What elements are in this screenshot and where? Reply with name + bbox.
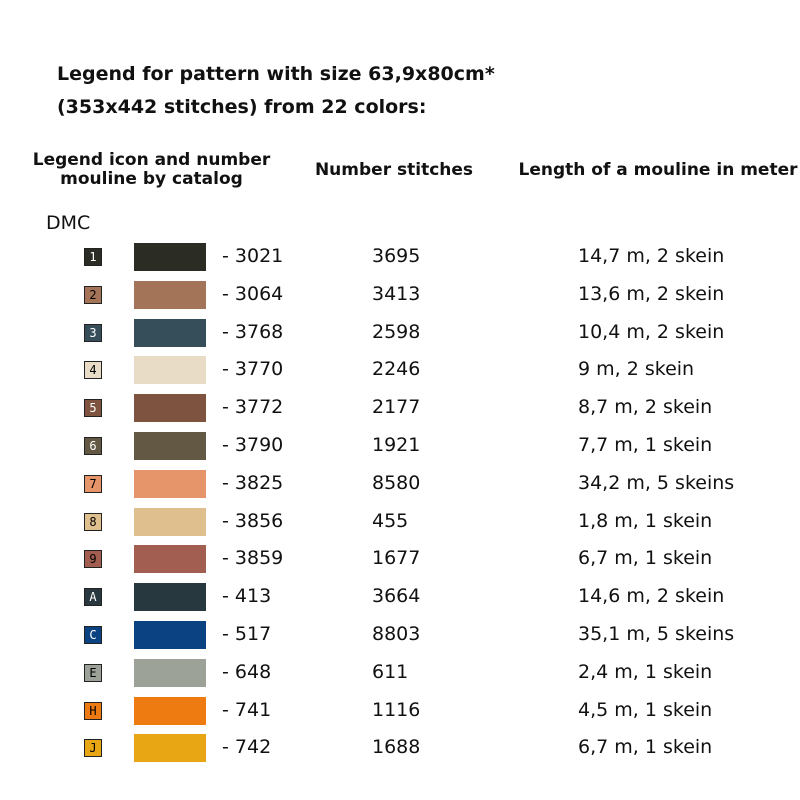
- legend-symbol-icon: 5: [84, 399, 102, 418]
- thread-length: 1,8 m, 1 skein: [578, 509, 713, 532]
- color-swatch: [134, 545, 206, 574]
- table-row: 7 - 3825 8580 34,2 m, 5 skeins: [0, 466, 800, 504]
- stitch-count: 2246: [372, 358, 421, 381]
- thread-length: 6,7 m, 1 skein: [578, 736, 713, 759]
- stitch-count: 455: [372, 509, 409, 532]
- stitch-count: 3413: [372, 282, 421, 305]
- stitch-count: 2598: [372, 320, 421, 343]
- table-row: 2 - 3064 3413 13,6 m, 2 skein: [0, 277, 800, 315]
- thread-code: - 517: [222, 622, 272, 645]
- thread-code: - 3825: [222, 471, 284, 494]
- stitch-count: 3695: [372, 245, 421, 267]
- thread-code: - 741: [222, 698, 272, 721]
- legend-symbol-icon: 3: [84, 323, 102, 342]
- table-row: A - 413 3664 14,6 m, 2 skein: [0, 579, 800, 617]
- table-row: 6 - 3790 1921 7,7 m, 1 skein: [0, 428, 800, 466]
- table-row: 9 - 3859 1677 6,7 m, 1 skein: [0, 541, 800, 579]
- color-swatch: [134, 431, 206, 460]
- thread-code: - 3856: [222, 509, 284, 532]
- thread-code: - 742: [222, 736, 272, 759]
- stitch-count: 3664: [372, 585, 421, 608]
- thread-length: 2,4 m, 1 skein: [578, 660, 713, 683]
- stitch-count: 8580: [372, 471, 421, 494]
- color-swatch: [134, 734, 206, 763]
- thread-code: - 648: [222, 660, 272, 683]
- legend-symbol-icon: A: [84, 588, 102, 607]
- legend-table: 1- 3021 3695 14,7 m, 2 skein 2- 3064 3413 13,…: [0, 239, 800, 768]
- stitch-count: 1921: [372, 433, 421, 456]
- page-subtitle: (353x442 stitches) from 22 colors:: [57, 96, 427, 118]
- color-swatch: [134, 620, 206, 649]
- legend-symbol-icon: C: [84, 625, 102, 644]
- color-swatch: [134, 696, 206, 725]
- color-swatch: [134, 583, 206, 612]
- column-header-legend-line2: mouline by catalog: [60, 169, 243, 189]
- thread-length: 34,2 m, 5 skeins: [578, 471, 735, 494]
- legend-symbol-icon: 6: [84, 436, 102, 455]
- column-header-length: Length of a mouline in meter: [518, 160, 798, 180]
- thread-code: - 3021: [222, 245, 284, 267]
- color-swatch: [134, 658, 206, 687]
- thread-code: - 3772: [222, 396, 284, 419]
- stitch-count: 1688: [372, 736, 421, 759]
- color-swatch: [134, 356, 206, 385]
- thread-length: 14,7 m, 2 skein: [578, 245, 725, 267]
- thread-length: 4,5 m, 1 skein: [578, 698, 713, 721]
- table-row: E - 648 611 2,4 m, 1 skein: [0, 655, 800, 693]
- brand-label: DMC: [46, 212, 91, 234]
- stitch-count: 8803: [372, 622, 421, 645]
- thread-code: - 413: [222, 585, 272, 608]
- table-row: 5 - 3772 2177 8,7 m, 2 skein: [0, 390, 800, 428]
- page-title: Legend for pattern with size 63,9x80cm*: [57, 63, 495, 85]
- column-header-stitches: Number stitches: [314, 160, 474, 180]
- table-row: 1 - 3021 3695 14,7 m, 2 skein: [0, 239, 800, 277]
- color-swatch: [134, 469, 206, 498]
- color-swatch: [134, 243, 206, 271]
- thread-code: - 3768: [222, 320, 284, 343]
- legend-symbol-icon: 9: [84, 550, 102, 569]
- legend-symbol-icon: H: [84, 701, 102, 720]
- color-swatch: [134, 280, 206, 309]
- stitch-count: 2177: [372, 396, 421, 419]
- table-row: 4 - 3770 2246 9 m, 2 skein: [0, 352, 800, 390]
- color-swatch: [134, 394, 206, 423]
- column-header-legend: Legend icon and number mouline by catalo…: [30, 151, 273, 189]
- legend-symbol-icon: 1: [84, 248, 102, 266]
- legend-symbol-icon: E: [84, 663, 102, 682]
- thread-code: - 3859: [222, 547, 284, 570]
- stitch-count: 1116: [372, 698, 421, 721]
- thread-code: - 3770: [222, 358, 284, 381]
- column-header-legend-line1: Legend icon and number: [32, 150, 271, 170]
- thread-code: - 3790: [222, 433, 284, 456]
- thread-code: - 3064: [222, 282, 284, 305]
- legend-symbol-icon: 8: [84, 512, 102, 531]
- table-row: 3 - 3768 2598 10,4 m, 2 skein: [0, 315, 800, 353]
- thread-length: 7,7 m, 1 skein: [578, 433, 713, 456]
- table-row: C - 517 8803 35,1 m, 5 skeins: [0, 617, 800, 655]
- thread-length: 8,7 m, 2 skein: [578, 396, 713, 419]
- table-row: J - 742 1688 6,7 m, 1 skein: [0, 730, 800, 768]
- stitch-count: 611: [372, 660, 409, 683]
- legend-symbol-icon: 2: [84, 285, 102, 304]
- thread-length: 9 m, 2 skein: [578, 358, 695, 381]
- legend-symbol-icon: J: [84, 739, 102, 758]
- thread-length: 10,4 m, 2 skein: [578, 320, 725, 343]
- stitch-count: 1677: [372, 547, 421, 570]
- legend-symbol-icon: 4: [84, 361, 102, 380]
- table-row: H - 741 1116 4,5 m, 1 skein: [0, 693, 800, 731]
- color-swatch: [134, 507, 206, 536]
- color-swatch: [134, 318, 206, 347]
- table-row: 8 - 3856 455 1,8 m, 1 skein: [0, 504, 800, 542]
- thread-length: 35,1 m, 5 skeins: [578, 622, 735, 645]
- thread-length: 13,6 m, 2 skein: [578, 282, 725, 305]
- legend-symbol-icon: 7: [84, 474, 102, 493]
- thread-length: 14,6 m, 2 skein: [578, 585, 725, 608]
- thread-length: 6,7 m, 1 skein: [578, 547, 713, 570]
